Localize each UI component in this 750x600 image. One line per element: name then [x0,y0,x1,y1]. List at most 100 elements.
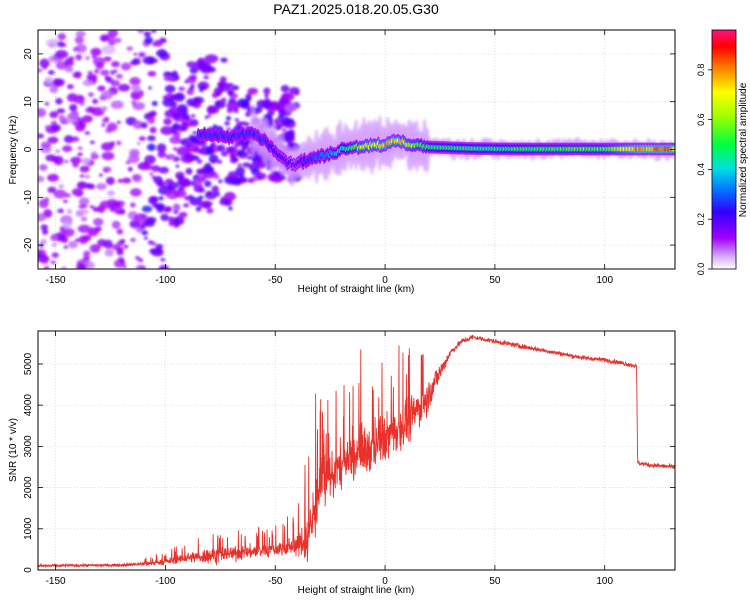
spectrogram-cell [279,123,285,127]
spectrogram-cell [151,30,157,33]
snr-y-tick-label-4: 4000 [23,394,34,417]
spectrogram-cell [62,199,68,203]
spectrogram-cell [60,116,66,121]
spectrogram-cell [39,164,48,171]
spectrogram-ridge [196,126,675,173]
spectrogram-cell [75,54,82,61]
spectrogram-cell [175,93,183,100]
spectrogram-cell [49,84,59,94]
spectrogram-cell [64,159,69,164]
spectrogram-cell [241,142,249,151]
spectrogram-cell [199,88,204,93]
spectrogram-cell [101,151,115,161]
spectrogram-cell [69,103,78,112]
spectrogram-cell [146,143,156,151]
spectrogram-cell [50,234,59,242]
spectrogram-cell [53,189,67,199]
spectrogram-cell [77,152,83,157]
spectrogram-cell [173,147,177,151]
spectrogram-cells [38,30,675,269]
spectrogram-cell [52,243,57,247]
colorbar-label: Normalized spectral amplitude [738,82,749,217]
colorbar-tick-label-2: 0.4 [696,163,706,176]
snr-grid [38,331,675,571]
spectrogram-cell [40,141,52,149]
spectrogram-cell [273,118,282,125]
spectrogram-cell [160,126,174,136]
spectrogram-cell [141,205,153,213]
spectrogram-cell [103,56,112,62]
spectrogram-cell [80,216,88,222]
spectrogram-cell [279,114,284,118]
spectrogram-cell [118,83,131,92]
spectrogram-cell [174,189,187,198]
spectrogram-y-tick-label-2: 0 [23,146,34,152]
spectrogram-cell [79,165,90,173]
spectrogram-y-tick-label-3: 10 [23,96,34,108]
spectrogram-cell [256,162,267,169]
spectrogram-cell [116,241,125,247]
spectrogram-cell [263,113,272,120]
spectrogram-cell [220,151,229,157]
spectrogram-cell [38,108,47,118]
colorbar-gradient [711,29,737,270]
spectrogram-cell [189,74,197,80]
spectrogram-cell [169,181,179,189]
spectrogram-cell [233,108,239,114]
spectrogram-cell [48,69,55,75]
spectrogram-cell [164,84,176,93]
spectrogram-y-label: Frequency (Hz) [8,116,19,185]
snr-series-line [38,334,675,569]
spectrogram-cell [89,205,95,209]
spectrogram-cell [132,174,140,180]
spectrogram-y-ticks: -20 -10 0 10 20 [23,48,675,252]
spectrogram-cell [40,224,49,231]
spectrogram-cell [171,124,178,131]
spectrogram-cell [104,116,110,121]
spectrogram-cell [143,31,151,38]
spectrogram-cell [128,154,140,164]
spectrogram-cell [247,156,252,160]
spectrogram-cell [288,136,296,142]
snr-y-tick-label-5: 5000 [23,352,34,375]
spectrogram-cell [144,36,154,45]
spectrogram-cell [82,79,94,87]
snr-y-ticks: 0 1000 2000 3000 4000 5000 [23,352,675,573]
colorbar-tick-label-1: 0.2 [696,213,706,226]
spectrogram-cell [119,209,126,215]
spectrogram-cell [206,105,216,115]
spectrogram-cell [189,197,203,206]
spectrogram-cell [184,116,190,121]
spectrogram-cell [171,128,178,135]
spectrogram-cell [138,136,146,141]
spectrogram-cell [149,172,154,176]
spectrogram-cell [99,69,110,76]
spectrogram-y-tick-label-1: -10 [23,190,34,205]
spectrogram-cell [224,121,230,126]
spectrogram-cell [96,183,107,191]
spectrogram-cell [53,78,65,87]
spectrogram-cell [75,123,86,132]
spectrogram-cell [110,100,124,109]
spectrogram-cell [116,250,124,256]
spectrogram-cell [190,101,197,107]
spectrogram-cell [83,234,92,242]
spectrogram-cell [101,105,108,112]
spectrogram-cell [178,211,188,218]
spectrogram-cell [284,103,298,113]
spectrogram-cell [77,224,91,234]
spectrogram-cell [110,201,121,208]
spectrogram-cell [130,238,136,242]
spectrogram-cell [136,141,141,145]
spectrogram-cell [76,263,87,269]
spectrogram-cell [114,209,121,214]
spectrogram-cell [38,68,43,73]
spectrogram-cell [129,219,141,229]
snr-y-tick-label-2: 2000 [23,476,34,499]
spectrogram-cell [145,216,157,224]
spectrogram-cell [168,153,176,160]
spectrogram-cell [245,111,252,117]
spectrogram-cell [175,164,180,168]
snr-y-tick-label-3: 3000 [23,435,34,458]
spectrogram-cell [281,176,287,180]
